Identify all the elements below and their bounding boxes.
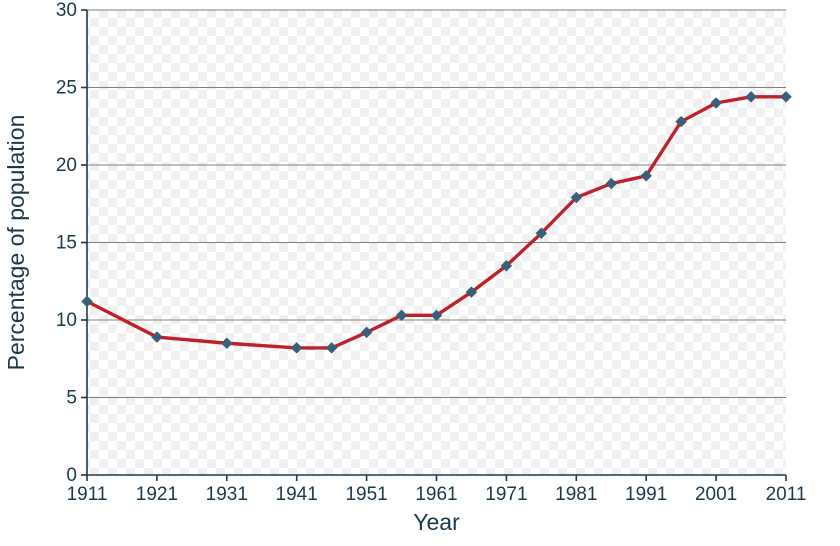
x-axis-title: Year — [413, 509, 460, 535]
y-axis-title: Percentage of population — [3, 115, 29, 371]
x-tick-label: 1981 — [555, 484, 597, 505]
y-tick-labels: 0 5 10 15 20 25 30 — [56, 0, 87, 486]
y-tick-label: 5 — [66, 388, 77, 409]
x-tick-label: 2011 — [766, 484, 807, 505]
y-tick-label: 20 — [56, 155, 77, 176]
x-tick-label: 1941 — [276, 484, 318, 505]
x-tick-label: 2001 — [695, 484, 737, 505]
x-tick-label: 1961 — [415, 484, 457, 505]
x-tick-label: 1931 — [206, 484, 248, 505]
population-percentage-chart: 1911192119311941195119611971198119912001… — [0, 0, 840, 546]
y-tick-label: 30 — [56, 0, 77, 21]
x-tick-label: 1991 — [625, 484, 667, 505]
y-tick-label: 10 — [56, 310, 77, 331]
x-tick-label: 1971 — [485, 484, 527, 505]
x-tick-label: 1951 — [345, 484, 387, 505]
y-tick-label: 0 — [66, 465, 77, 486]
x-tick-label: 1921 — [136, 484, 178, 505]
x-tick-label: 1911 — [67, 484, 108, 505]
x-tick-labels: 1911 1921 1931 1941 1951 1961 1971 1981 1991 2001… — [67, 475, 807, 505]
y-tick-label: 25 — [56, 78, 77, 99]
y-tick-label: 15 — [56, 233, 77, 254]
